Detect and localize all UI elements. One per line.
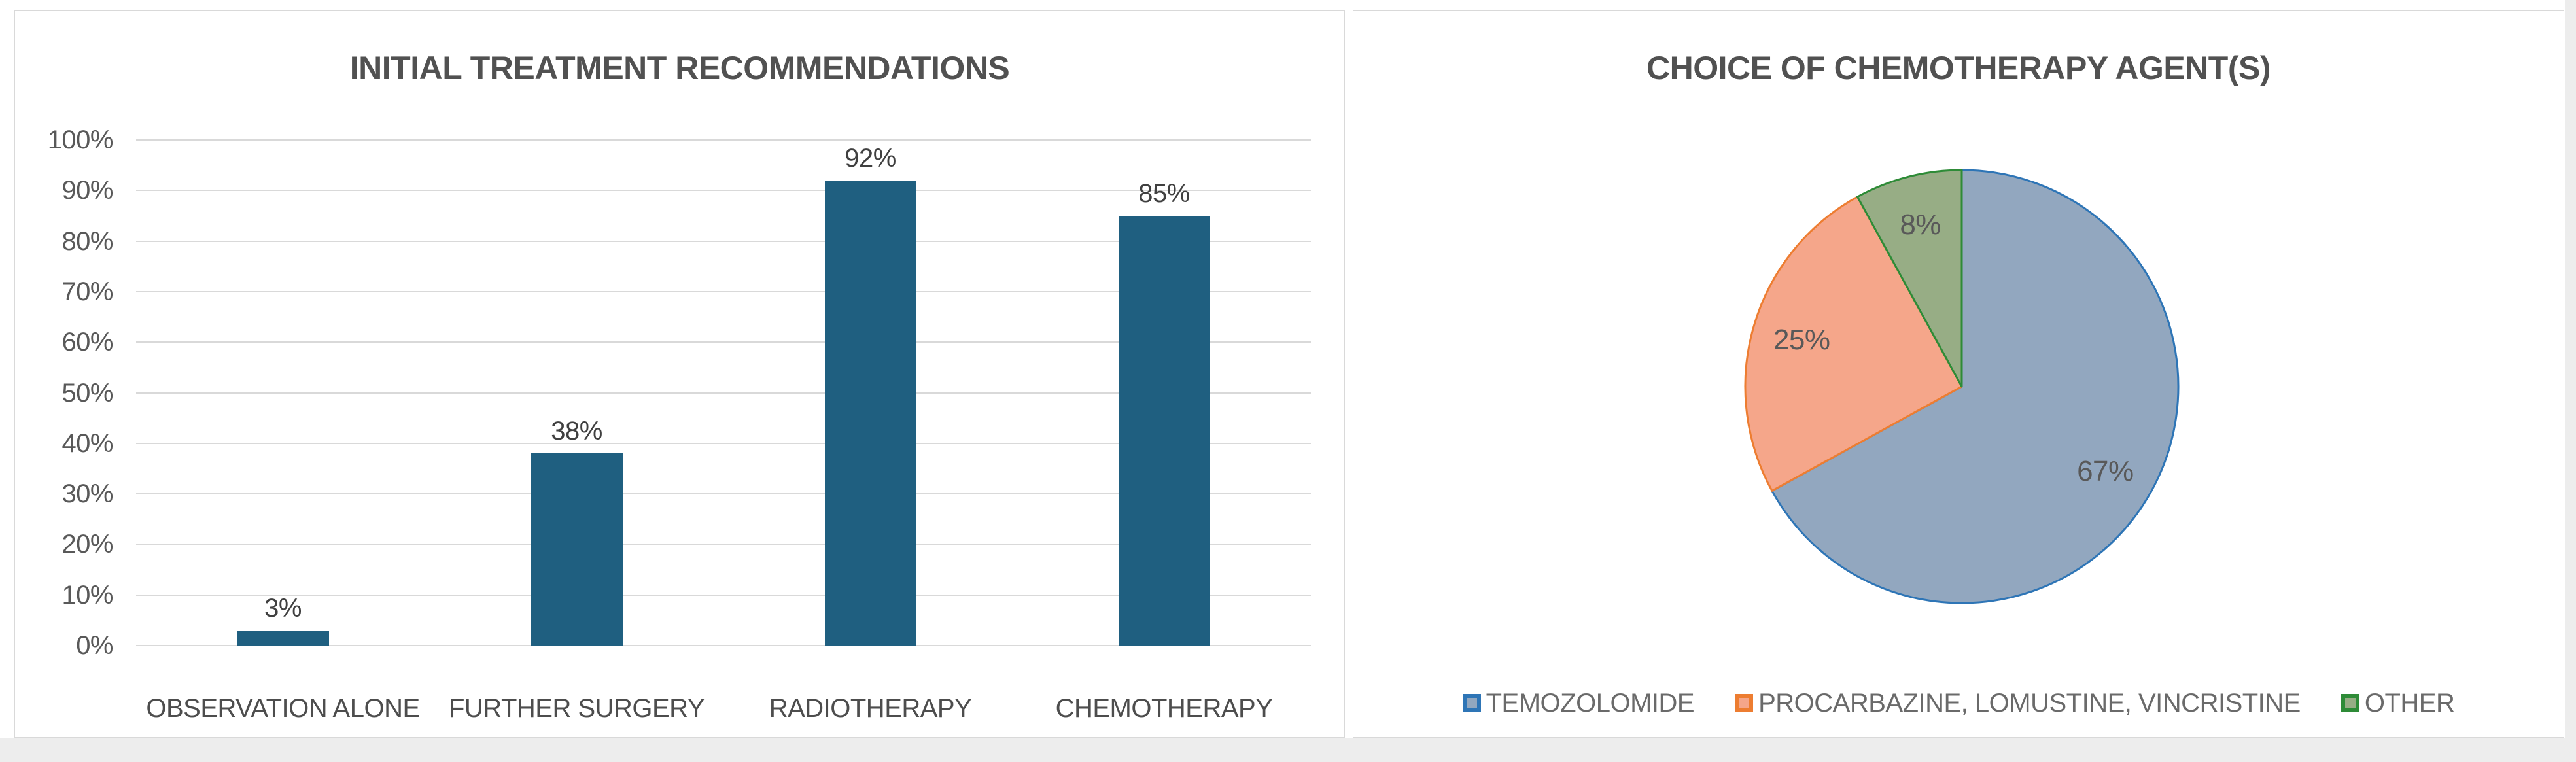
pie-slice-3 (1856, 169, 1963, 388)
gridline (136, 544, 1311, 546)
legend-label: OTHER (2364, 688, 2455, 718)
category-axis-label: RADIOTHERAPY (769, 694, 972, 723)
gridline (136, 392, 1311, 394)
y-axis-tick-label: 100% (47, 126, 114, 154)
bar-value-label: 85% (1138, 179, 1190, 208)
bar (1118, 216, 1210, 646)
gridline (136, 594, 1311, 596)
y-axis-tick-label: 20% (61, 530, 113, 559)
pie-svg (1744, 169, 2180, 604)
bar (237, 631, 329, 646)
pie-slice-label: 25% (1773, 323, 1830, 356)
category-axis-label: CHEMOTHERAPY (1055, 694, 1273, 723)
pie-slice-1 (1771, 169, 2180, 604)
y-axis-tick-label: 70% (61, 277, 113, 306)
y-axis-tick-label: 0% (76, 631, 113, 660)
pie-chart-panel: CHOICE OF CHEMOTHERAPY AGENT(S) 67% 25% 8%… (1353, 10, 2564, 738)
bar-value-label: 3% (264, 594, 302, 623)
bar-value-label: 38% (551, 417, 602, 445)
category-axis-label: OBSERVATION ALONE (146, 694, 420, 723)
gridline (136, 442, 1311, 444)
bar-chart-title: INITIAL TREATMENT RECOMMENDATIONS (349, 50, 1010, 86)
gridline (136, 290, 1311, 292)
legend-marker (2341, 694, 2359, 712)
pie-slice-2 (1744, 196, 1963, 492)
gridline (136, 645, 1311, 646)
bar-value-label: 92% (844, 144, 896, 173)
pie-chart-title: CHOICE OF CHEMOTHERAPY AGENT(S) (1646, 50, 2271, 86)
page-bottom-margin-strip (0, 738, 2576, 762)
bar-chart-plot-area (136, 139, 1311, 646)
category-axis-label: FURTHER SURGERY (448, 694, 705, 723)
y-axis-tick-label: 40% (61, 428, 113, 458)
legend-marker (1462, 694, 1481, 712)
y-axis-tick-label: 90% (61, 176, 113, 205)
bar (531, 453, 623, 646)
legend-item: PROCARBAZINE, LOMUSTINE, VINCRISTINE (1735, 689, 2301, 718)
legend-item: TEMOZOLOMIDE (1462, 688, 1695, 718)
y-axis-tick-label: 30% (61, 479, 113, 509)
gridline (136, 139, 1311, 141)
bar (824, 181, 916, 646)
y-axis-tick-label: 60% (61, 328, 113, 357)
pie-slice-label: 67% (2077, 455, 2134, 487)
bar-chart-panel: INITIAL TREATMENT RECOMMENDATIONS 100% 90… (14, 10, 1345, 738)
gridline (136, 190, 1311, 192)
legend-label: TEMOZOLOMIDE (1486, 688, 1695, 718)
legend-item: OTHER (2341, 689, 2455, 718)
pie-slice-label: 8% (1900, 209, 1941, 241)
gridline (136, 240, 1311, 242)
y-axis-tick-label: 80% (61, 226, 113, 256)
page-right-margin-strip (2565, 0, 2576, 762)
legend-marker (1735, 694, 1754, 712)
legend-label: PROCARBAZINE, LOMUSTINE, VINCRISTINE (1758, 688, 2301, 718)
y-axis-tick-label: 50% (61, 378, 113, 407)
gridline (136, 493, 1311, 495)
gridline (136, 341, 1311, 343)
y-axis-tick-label: 10% (61, 580, 113, 610)
pie-legend: TEMOZOLOMIDE PROCARBAZINE, LOMUSTINE, VIN… (1353, 682, 2564, 724)
